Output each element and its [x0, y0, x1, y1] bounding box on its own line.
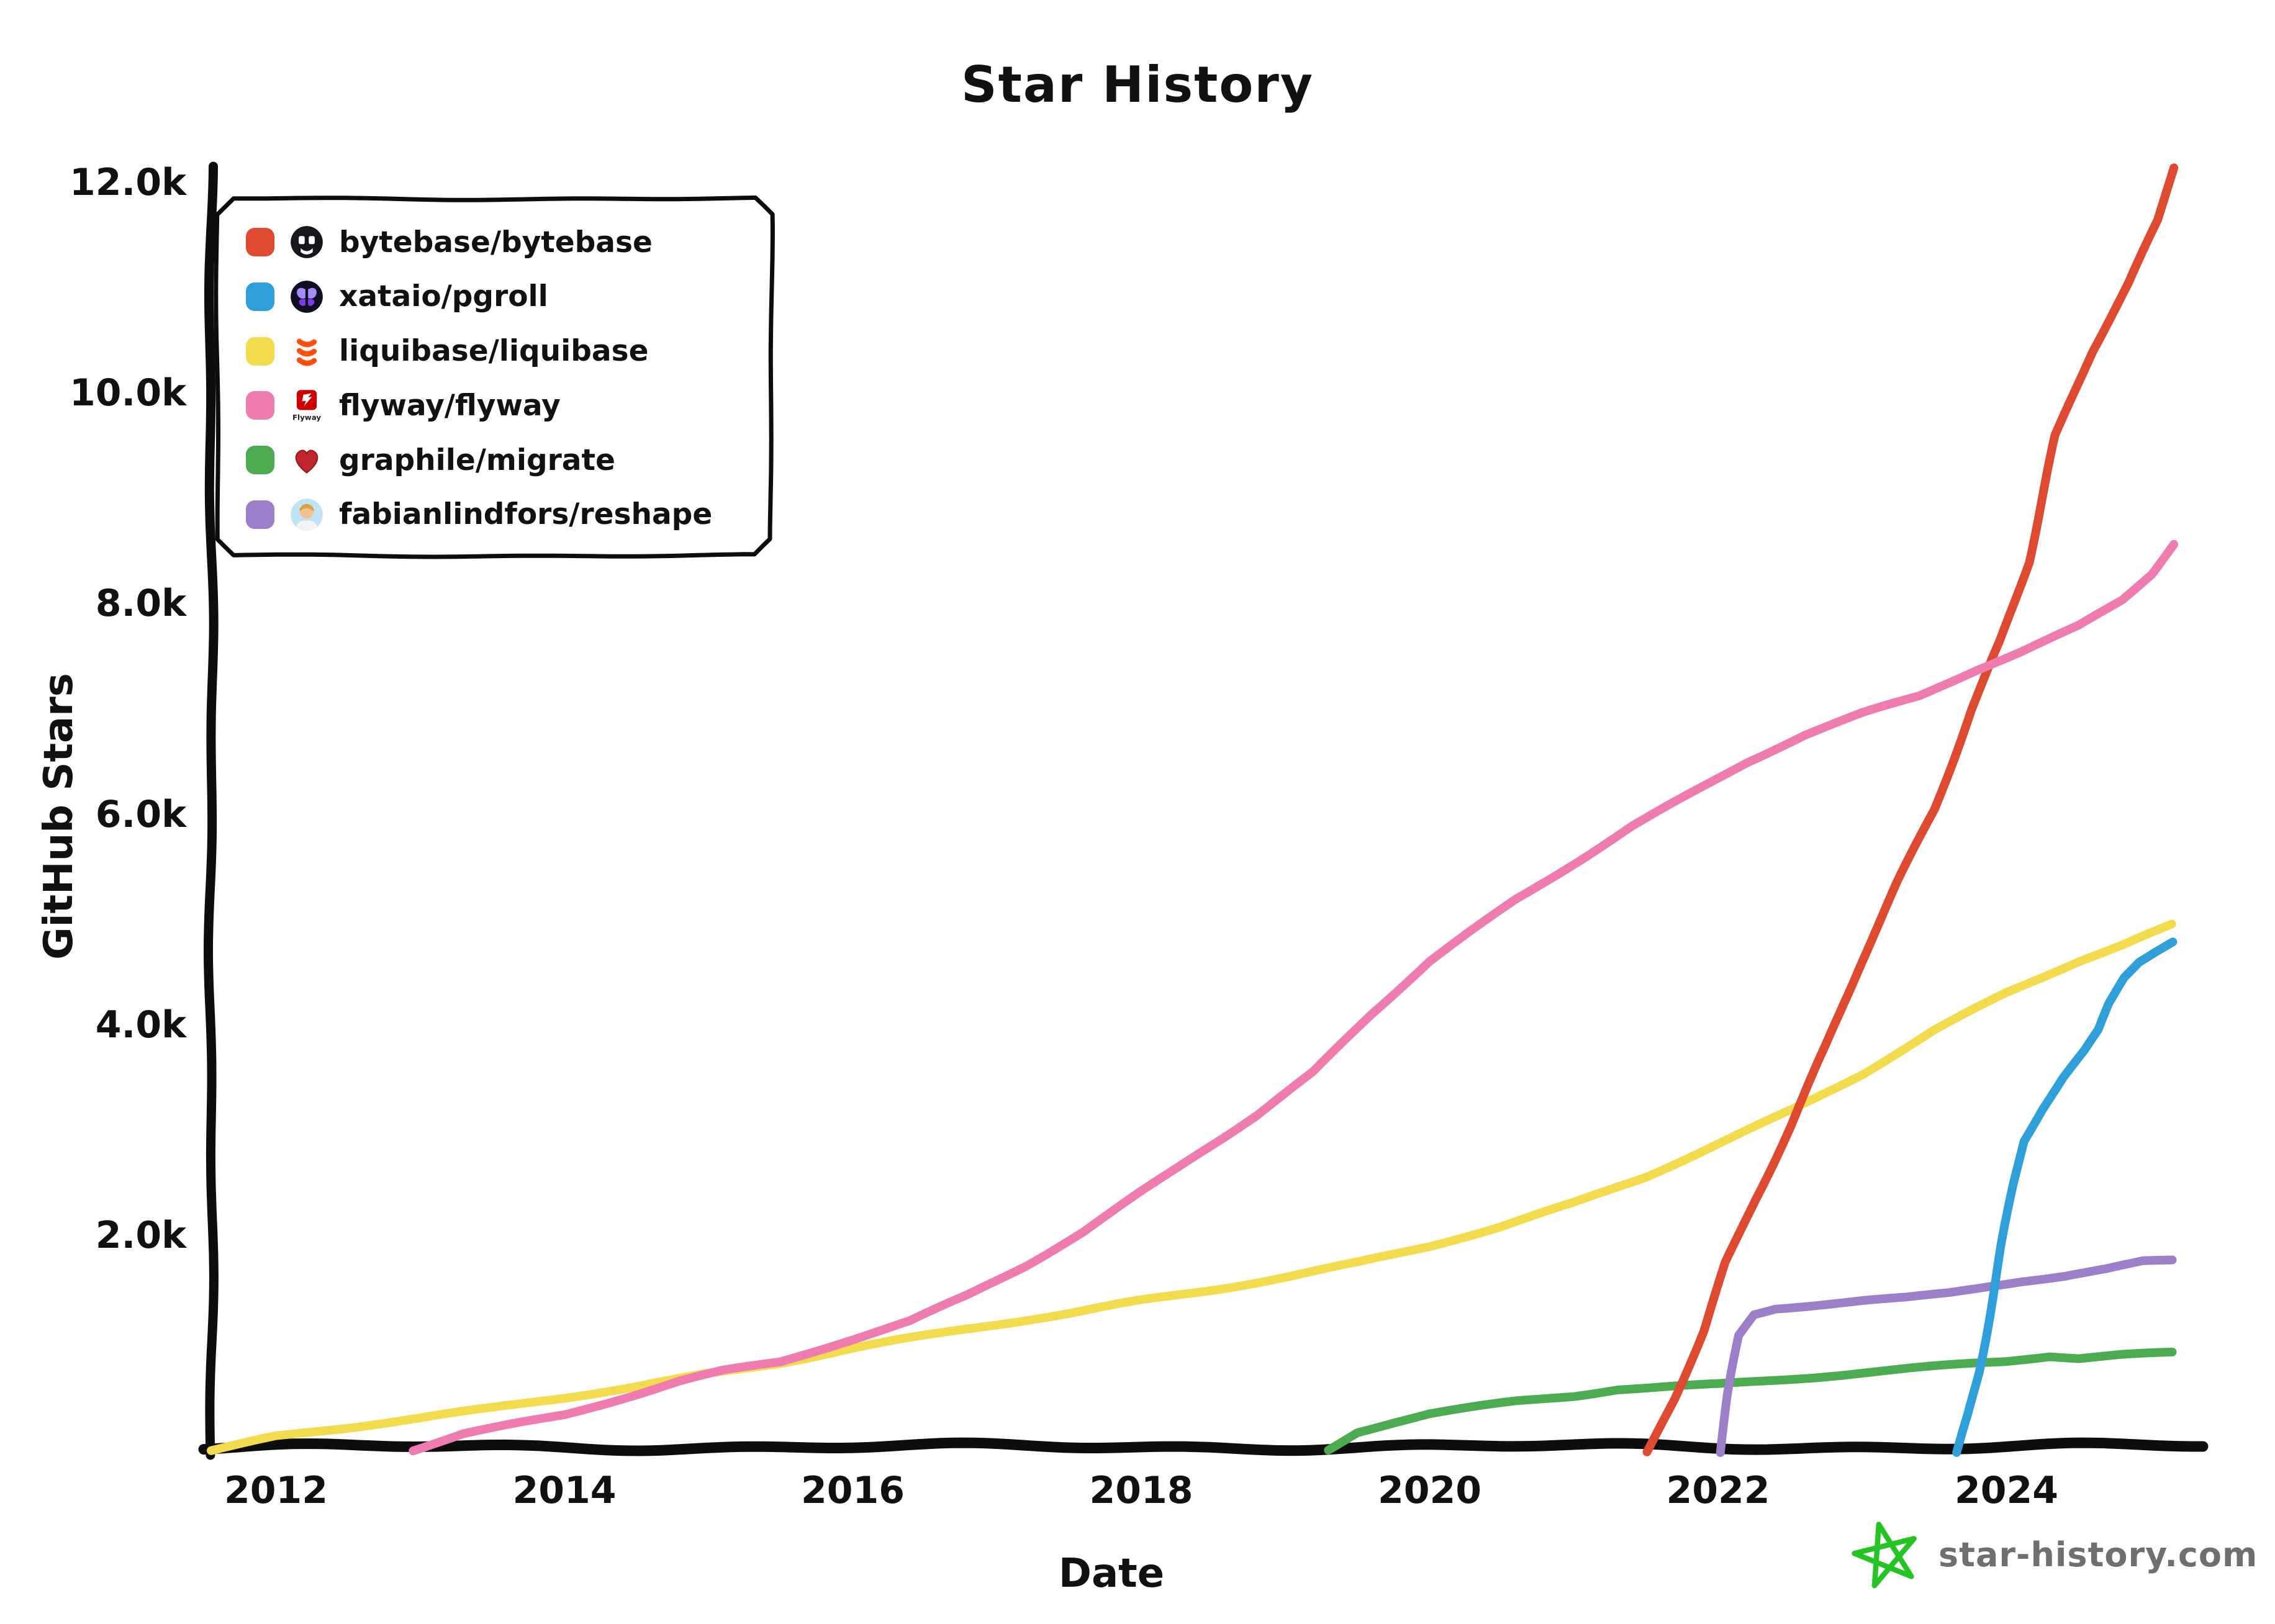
legend-color-swatch [246, 391, 274, 420]
legend-item: graphile/migrate [246, 438, 759, 482]
legend-frame [214, 195, 775, 559]
legend-color-swatch [246, 500, 274, 529]
x-axis-line [198, 1437, 2209, 1456]
series-line-flyway-flyway [409, 539, 2179, 1456]
x-axis-label: Date [1058, 1551, 1165, 1597]
series-line-fabianlindfors-reshape [1716, 1255, 2177, 1457]
x-tick-label: 2018 [1089, 1469, 1193, 1512]
y-tick-label: 4.0k [95, 1003, 186, 1047]
liquibase-logo-icon [289, 334, 324, 369]
avatar-icon [289, 497, 324, 532]
y-tick-label: 2.0k [95, 1213, 186, 1257]
chart-title: Star History [961, 56, 1314, 114]
legend-item: liquibase/liquibase [246, 329, 759, 374]
legend-repo-label: flyway/flyway [339, 388, 561, 423]
x-tick-label: 2012 [224, 1469, 328, 1512]
legend-repo-label: graphile/migrate [339, 443, 615, 477]
footer-site-name: star-history.com [1938, 1535, 2258, 1574]
x-tick-label: 2016 [800, 1469, 905, 1512]
legend-item: bytebase/bytebase [246, 220, 759, 264]
x-tick-label: 2022 [1666, 1469, 1770, 1512]
footer-branding: star-history.com [1849, 1517, 2258, 1592]
legend-item: Flyway flyway/flyway [246, 383, 759, 428]
y-tick-label: 10.0k [70, 371, 186, 415]
legend: bytebase/bytebase xataio/pgroll liquibase/… [217, 199, 771, 556]
legend-repo-label: fabianlindfors/reshape [339, 497, 713, 532]
legend-repo-label: xataio/pgroll [339, 279, 548, 314]
series-line-graphile-migrate [1324, 1347, 2177, 1455]
svg-text:Flyway: Flyway [292, 413, 321, 422]
series-line-liquibase-liquibase [207, 919, 2176, 1455]
legend-color-swatch [246, 228, 274, 256]
series-line-xataio-pgroll [1952, 937, 2178, 1457]
y-tick-label: 8.0k [95, 582, 186, 626]
y-axis-line [204, 161, 219, 1460]
legend-color-swatch [246, 446, 274, 475]
legend-repo-label: liquibase/liquibase [339, 334, 649, 369]
legend-color-swatch [246, 336, 274, 366]
flyway-logo-icon: Flyway [289, 388, 324, 423]
legend-item: xataio/pgroll [246, 274, 759, 319]
series-line-bytebase-bytebase [1642, 163, 2179, 1456]
x-tick-label: 2024 [1954, 1469, 2058, 1512]
x-tick-label: 2014 [512, 1469, 617, 1512]
y-tick-label: 6.0k [95, 792, 186, 836]
star-history-star-icon [1849, 1517, 1924, 1592]
xata-butterfly-logo-icon [289, 279, 324, 314]
y-tick-label: 12.0k [70, 161, 186, 204]
legend-color-swatch [246, 282, 274, 311]
bytebase-logo-icon [289, 225, 324, 259]
legend-repo-label: bytebase/bytebase [339, 225, 653, 259]
legend-item: fabianlindfors/reshape [246, 492, 759, 537]
graphile-heart-logo-icon [289, 443, 324, 477]
x-tick-label: 2020 [1377, 1469, 1481, 1512]
